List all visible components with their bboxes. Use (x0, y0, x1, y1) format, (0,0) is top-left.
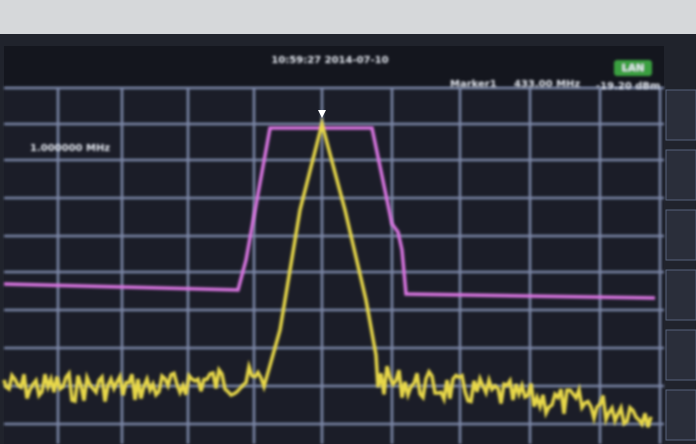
marker-flag (318, 110, 326, 118)
softkey (665, 89, 696, 141)
max-hold-trace (3, 126, 656, 300)
marker-label: Marker1 (450, 79, 497, 90)
live-trace (2, 117, 653, 429)
softkey (665, 269, 696, 321)
softkey (665, 149, 696, 201)
marker-readout-freq: 433.00 MHz (514, 79, 580, 90)
softkey (665, 389, 696, 441)
status-badge (614, 60, 652, 76)
clock: 10:59:27 2014-07-10 (271, 55, 388, 66)
glare (0, 115, 60, 295)
side-panel (665, 89, 696, 441)
marker-readout-level: -19.20 dBm (596, 81, 660, 92)
status-bar (4, 46, 664, 86)
softkey (665, 329, 696, 381)
status-text: LAN (622, 63, 644, 74)
screen (4, 46, 664, 444)
softkey (665, 209, 696, 261)
marker-freq: 1.000000 MHz (30, 143, 110, 154)
